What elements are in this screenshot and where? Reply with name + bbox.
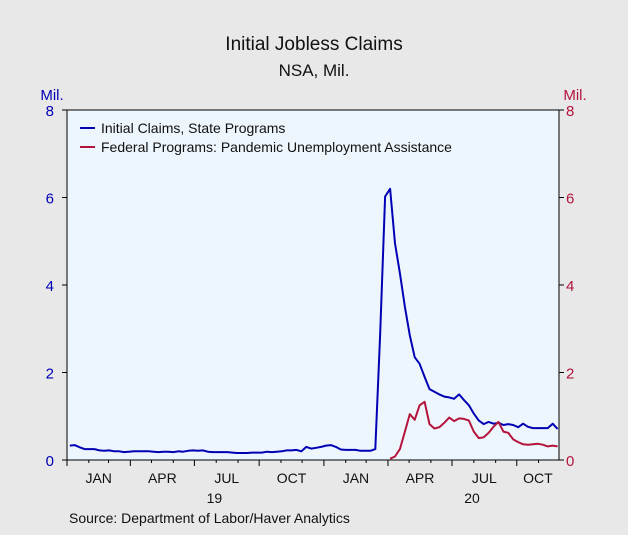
y-tick-label-right-2: 4: [566, 278, 574, 295]
x-tick-label-2: JUL: [214, 470, 239, 486]
y-tick-label-left-2: 4: [46, 278, 54, 295]
x-year-label-1: 20: [464, 490, 480, 506]
x-tick-label-0: JAN: [85, 470, 111, 486]
y-tick-label-right-3: 6: [566, 191, 574, 208]
plot-area: [66, 109, 560, 461]
x-tick-label-1: APR: [148, 470, 177, 486]
legend-label-federal: Federal Programs: Pandemic Unemployment …: [101, 139, 452, 155]
chart-subtitle: NSA, Mil.: [279, 61, 350, 80]
y-tick-label-left-3: 6: [46, 191, 54, 208]
x-axis: JAN APR JUL OCT JAN APR JUL OCT 19 20: [66, 460, 553, 506]
x-year-label-0: 19: [207, 490, 223, 506]
x-tick-label-3: OCT: [277, 470, 307, 486]
legend-label-state: Initial Claims, State Programs: [101, 120, 285, 136]
left-axis: 0 2 4 6 8: [46, 103, 67, 470]
y-tick-label-left-4: 8: [46, 103, 54, 120]
x-tick-label-4: JAN: [343, 470, 369, 486]
series-lines: [69, 187, 559, 460]
x-tick-label-5: APR: [406, 470, 435, 486]
y-tick-label-right-1: 2: [566, 366, 574, 383]
x-tick-label-6: JUL: [472, 470, 497, 486]
left-axis-unit: Mil.: [40, 87, 63, 104]
y-tick-label-right-4: 8: [566, 103, 574, 120]
legend: Initial Claims, State Programs Federal P…: [80, 120, 452, 155]
y-tick-label-left-0: 0: [46, 453, 54, 470]
right-axis-unit: Mil.: [563, 87, 586, 104]
series-line-1: [389, 400, 558, 460]
source-note: Source: Department of Labor/Haver Analyt…: [69, 510, 350, 526]
y-tick-label-right-0: 0: [566, 453, 574, 470]
series-line-0: [69, 187, 559, 454]
right-axis: 0 2 4 6 8: [559, 103, 574, 470]
x-tick-label-7: OCT: [523, 470, 553, 486]
chart-title: Initial Jobless Claims: [225, 34, 402, 55]
y-tick-label-left-1: 2: [46, 366, 54, 383]
